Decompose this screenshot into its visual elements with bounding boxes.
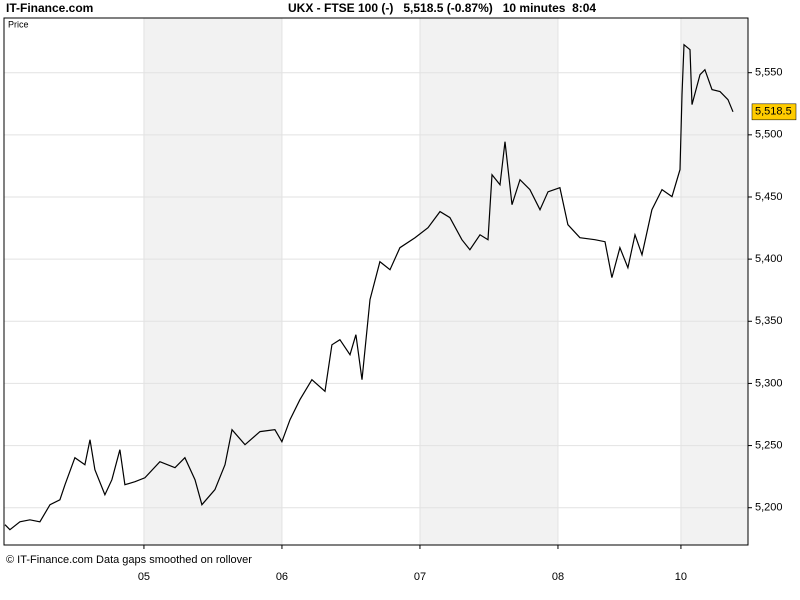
y-tick-label: 5,250 [755, 439, 783, 451]
chart-title: UKX - FTSE 100 (-) 5,518.5 (-0.87%) 10 m… [288, 1, 596, 15]
x-tick-label: 10 [675, 571, 687, 583]
x-tick-label: 06 [276, 571, 288, 583]
y-tick-label: 5,300 [755, 377, 783, 389]
source: IT-Finance.com [6, 1, 93, 15]
y-tick-label: 5,550 [755, 67, 783, 79]
y-tick-label: 5,500 [755, 129, 783, 141]
x-tick-label: 08 [552, 571, 564, 583]
price-line [4, 43, 734, 531]
x-tick-label: 05 [138, 571, 150, 583]
bands [4, 18, 748, 545]
y-axis-label: Price [8, 19, 29, 29]
y-tick-label: 5,200 [755, 502, 783, 514]
y-tick-label: 5,400 [755, 253, 783, 265]
shade-band [680, 18, 748, 545]
plot-area [4, 18, 748, 545]
last-price-label: 5,518.5 [755, 106, 792, 118]
plot-border [3, 17, 749, 546]
shade-band [143, 18, 282, 545]
y-tick-label: 5,350 [755, 315, 783, 327]
y-tick-label: 5,450 [755, 191, 783, 203]
x-tick-label: 07 [414, 571, 426, 583]
footer: © IT-Finance.com Data gaps smoothed on r… [6, 554, 252, 566]
shade-band [419, 18, 558, 545]
last-price-box [751, 103, 797, 121]
